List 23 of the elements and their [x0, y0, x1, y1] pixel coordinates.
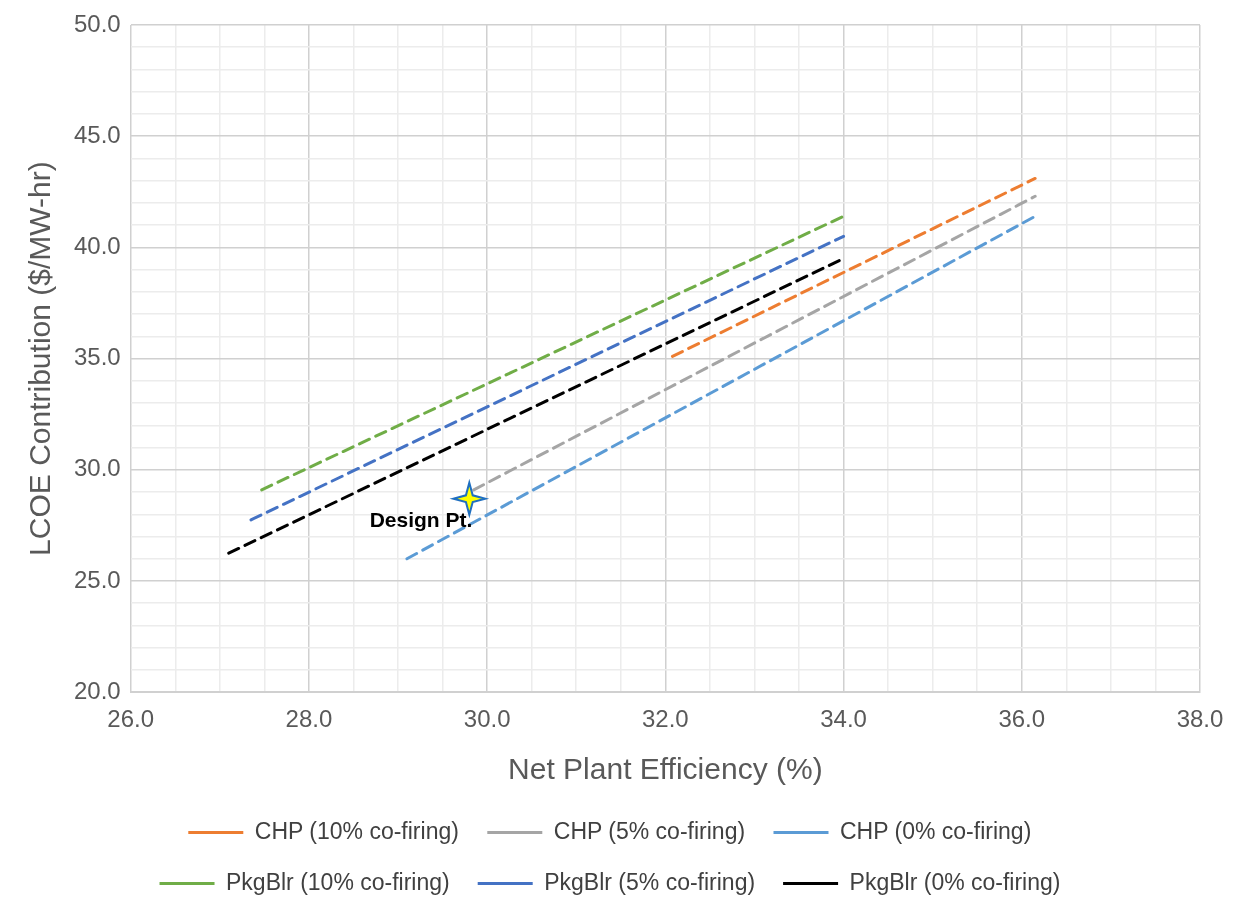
y-tick-label: 40.0	[73, 232, 121, 260]
legend-label: CHP (10% co-firing)	[254, 817, 459, 844]
y-tick-label: 50.0	[73, 9, 121, 37]
y-axis-title: LCOE Contribution ($/MW-hr)	[23, 161, 57, 556]
legend-label: CHP (5% co-firing)	[553, 817, 746, 844]
y-tick-label: 25.0	[73, 565, 121, 593]
x-tick-label: 36.0	[998, 705, 1046, 733]
legend-label: PkgBlr (10% co-firing)	[226, 868, 450, 895]
legend-label: CHP (0% co-firing)	[840, 817, 1032, 844]
x-tick-label: 28.0	[285, 705, 333, 733]
x-tick-label: 26.0	[107, 705, 155, 733]
y-tick-label: 30.0	[73, 454, 121, 482]
legend-label: PkgBlr (0% co-firing)	[849, 868, 1061, 895]
legend-label: PkgBlr (5% co-firing)	[544, 868, 756, 895]
x-tick-label: 32.0	[642, 705, 689, 733]
x-tick-label: 30.0	[463, 705, 511, 733]
x-tick-label: 34.0	[820, 705, 867, 733]
x-axis-title: Net Plant Efficiency (%)	[508, 752, 823, 786]
y-tick-label: 45.0	[73, 120, 121, 148]
annotation: Design Pt.	[369, 507, 473, 531]
y-tick-label: 35.0	[73, 343, 121, 371]
y-tick-label: 20.0	[73, 676, 121, 704]
x-tick-label: 38.0	[1176, 705, 1224, 733]
